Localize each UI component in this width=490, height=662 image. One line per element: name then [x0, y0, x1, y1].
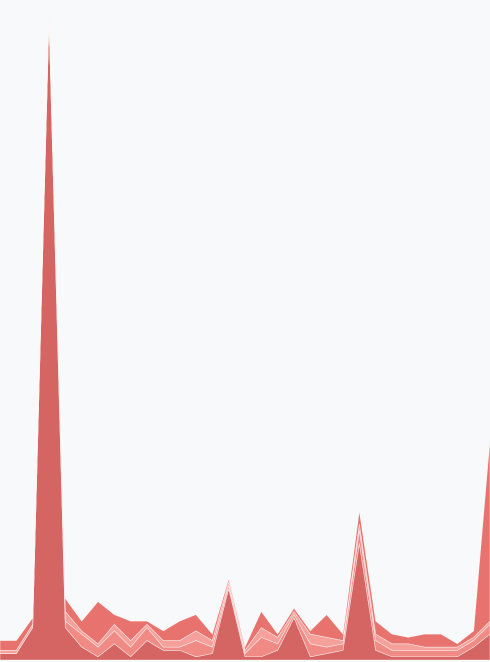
- area-series-4: [0, 11, 490, 651]
- area-layer: [0, 11, 490, 661]
